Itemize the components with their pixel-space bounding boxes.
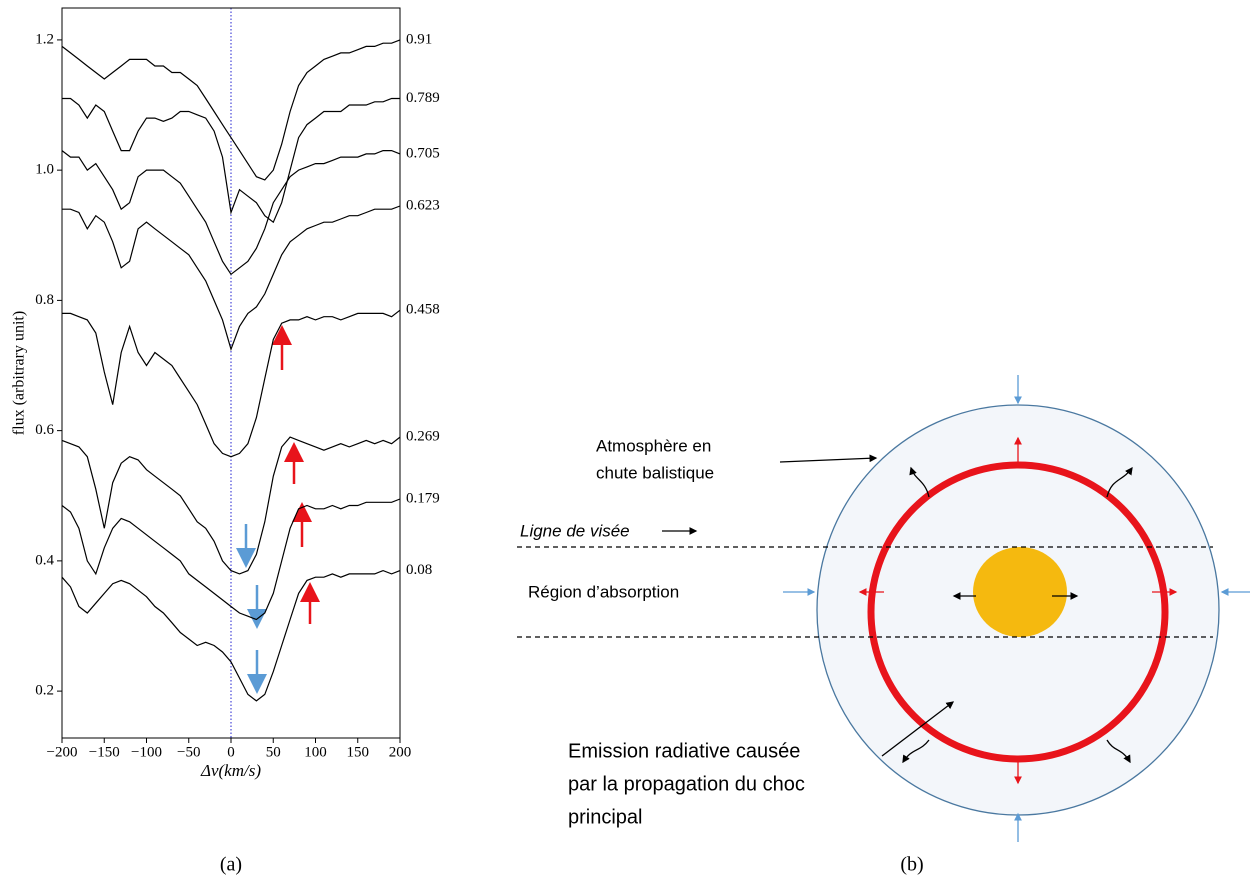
label-atmosphere: Atmosphère en — [596, 436, 711, 455]
spectrum-line — [61, 498, 401, 621]
caption: (b) — [900, 854, 923, 876]
pointer — [881, 701, 955, 757]
x-tick-label: 100 — [304, 744, 327, 760]
shock-diagram: Atmosphère en chute balistique Ligne de … — [517, 375, 1250, 842]
spectrum-line — [61, 150, 401, 276]
curved-arrow — [1106, 466, 1133, 498]
x-tick-label: −150 — [89, 744, 120, 760]
curved-arrow — [909, 466, 930, 498]
pointer — [779, 454, 878, 463]
y-tick-label: 0.4 — [35, 552, 54, 568]
spectrum-line — [62, 309, 401, 458]
y-tick-label: 0.8 — [35, 292, 54, 308]
x-tick-label: 50 — [266, 744, 281, 760]
phase-label: 0.179 — [406, 490, 440, 506]
label-emission: principal — [568, 806, 642, 828]
label-emission: par la propagation du choc — [568, 773, 805, 795]
star — [973, 547, 1067, 637]
label-emission: Emission radiative causée — [568, 740, 800, 762]
y-tick-label: 1.0 — [35, 162, 54, 178]
y-axis-label: flux (arbitrary unit) — [11, 311, 28, 435]
spectrum-line — [62, 97, 400, 224]
annotation-arrows — [236, 325, 320, 694]
spectrum-line — [61, 39, 401, 181]
spectrum-line — [61, 436, 401, 575]
x-tick-label: −100 — [131, 744, 162, 760]
x-tick-label: −200 — [47, 744, 78, 760]
x-tick-label: 150 — [347, 744, 370, 760]
phase-label: 0.789 — [406, 90, 440, 106]
y-tick-label: 0.6 — [35, 422, 54, 438]
curved-arrow — [902, 739, 930, 764]
x-tick-label: −50 — [177, 744, 200, 760]
spectrum-line — [62, 205, 401, 352]
y-tick-label: 0.2 — [35, 683, 54, 699]
label-line-of-sight: Ligne de visée — [520, 521, 630, 540]
shock-circle — [867, 461, 1169, 763]
phase-label: 0.705 — [406, 145, 440, 161]
y-tick-label: 1.2 — [35, 31, 54, 47]
caption: (a) — [220, 854, 242, 876]
curved-arrow — [1106, 739, 1131, 764]
phase-label: 0.458 — [406, 302, 440, 318]
x-tick-label: 200 — [389, 744, 412, 760]
x-axis-label: Δv(km/s) — [200, 761, 261, 780]
phase-label: 0.623 — [406, 197, 440, 213]
phase-label: 0.08 — [406, 562, 432, 578]
phase-label: 0.269 — [406, 429, 440, 445]
spectra-chart: Δv(km/s) flux (arbitrary unit) 0.2 0.4 0.6… — [11, 7, 440, 780]
x-tick-label: 0 — [227, 744, 235, 760]
label-absorption: Région d’absorption — [528, 582, 679, 601]
phase-label: 0.91 — [406, 31, 432, 47]
label-atmosphere: chute balistique — [596, 463, 714, 482]
spectrum-line — [61, 569, 401, 702]
